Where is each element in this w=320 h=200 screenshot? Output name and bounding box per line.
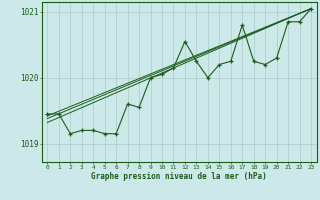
X-axis label: Graphe pression niveau de la mer (hPa): Graphe pression niveau de la mer (hPa) [91, 172, 267, 181]
